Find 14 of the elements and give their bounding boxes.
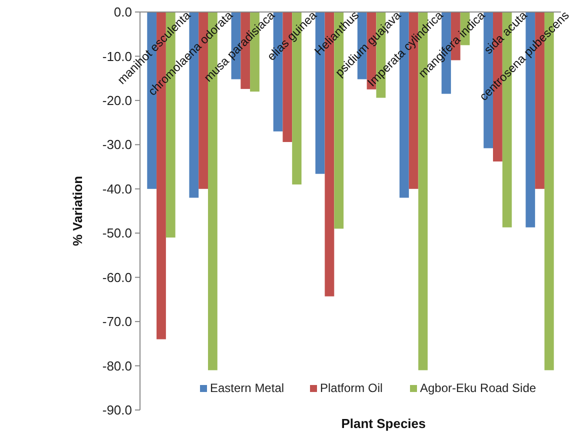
- legend-label: Eastern Metal: [210, 381, 284, 395]
- y-tick-label: -20.0: [102, 92, 132, 108]
- legend-label: Platform Oil: [320, 381, 383, 395]
- y-tick-label: -70.0: [102, 314, 132, 330]
- y-axis-title: % Variation: [70, 176, 85, 246]
- y-tick-label: -90.0: [102, 402, 132, 418]
- x-axis-title: Plant Species: [341, 416, 426, 431]
- y-tick-label: -30.0: [102, 137, 132, 152]
- legend-label: Agbor-Eku Road Side: [420, 381, 536, 395]
- y-tick-label: -50.0: [102, 226, 132, 241]
- y-tick-label: 0.0: [114, 4, 132, 20]
- y-tick-label: -80.0: [102, 358, 132, 374]
- y-tick-label: -60.0: [102, 270, 132, 285]
- y-tick-label: -40.0: [102, 181, 132, 196]
